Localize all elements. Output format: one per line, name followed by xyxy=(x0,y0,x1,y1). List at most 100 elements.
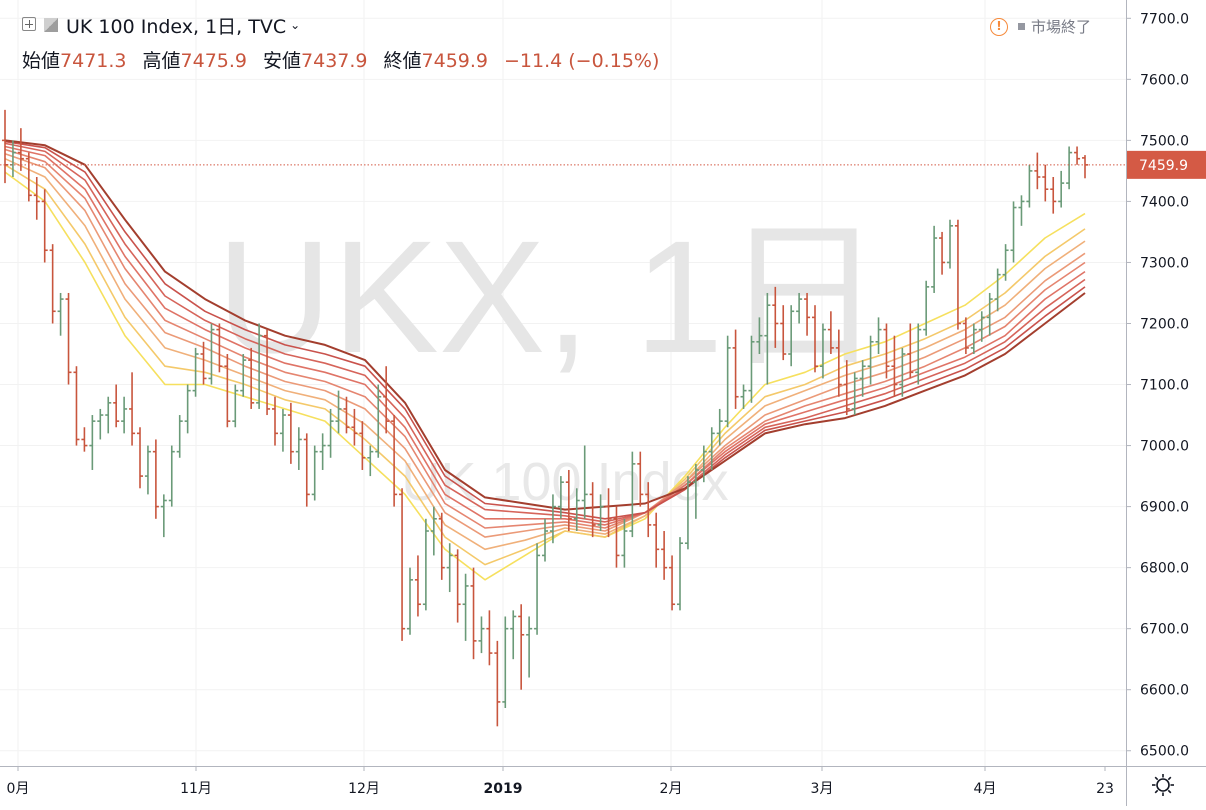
x-tick-label: 23 xyxy=(1096,781,1114,797)
ohlc-bar xyxy=(1018,195,1025,226)
ohlc-bar xyxy=(819,323,826,379)
ohlc-bar xyxy=(137,427,143,489)
ohlc-bar xyxy=(780,305,787,361)
low-value: 7437.9 xyxy=(301,50,368,72)
ohlc-bar xyxy=(486,610,493,666)
ohlc-bar xyxy=(637,451,644,507)
ohlc-bar xyxy=(573,488,580,532)
ohlc-bar xyxy=(939,231,946,275)
y-axis-pane xyxy=(1126,0,1206,806)
ohlc-bar xyxy=(851,372,858,416)
ohlc-bar xyxy=(216,323,223,373)
x-axis-pane xyxy=(0,766,1206,806)
ohlc-bar xyxy=(152,439,159,519)
x-tick-label: 3月 xyxy=(811,781,834,797)
y-tick-label: 7300.0 xyxy=(1140,255,1189,271)
ohlc-bar xyxy=(557,476,564,519)
ohlc-bar xyxy=(1002,244,1009,281)
ohlc-bar xyxy=(407,567,413,635)
ohlc-bar xyxy=(756,317,763,355)
ohlc-bar xyxy=(907,323,914,379)
ohlc-bar xyxy=(1058,170,1065,208)
ohlc-bar xyxy=(875,317,882,355)
x-tick-label: 0月 xyxy=(7,781,30,797)
ohlc-bar xyxy=(264,329,271,416)
y-tick-label: 7200.0 xyxy=(1140,316,1189,332)
market-status[interactable]: ! 市場終了 xyxy=(990,16,1091,37)
ohlc-bar xyxy=(383,366,390,434)
ohlc-bar xyxy=(835,329,842,397)
ohlc-bar xyxy=(621,518,628,568)
y-tick-label: 7500.0 xyxy=(1140,133,1189,149)
ohlc-bar xyxy=(796,292,803,324)
ohlc-bar xyxy=(518,604,525,690)
ohlc-bar xyxy=(105,396,112,434)
ohlc-bar xyxy=(168,445,175,507)
symbol-header[interactable]: UK 100 Index, 1日, TVC ⌄ xyxy=(44,12,300,38)
ohlc-bar xyxy=(367,445,374,477)
ma-line-8 xyxy=(4,140,1086,520)
ohlc-bar xyxy=(81,427,88,452)
ohlc-bar xyxy=(954,219,961,330)
low-label: 安値 xyxy=(263,50,302,72)
ohlc-bar xyxy=(597,494,604,532)
price-change: −11.4 (−0.15%) xyxy=(504,50,660,72)
x-tick-label: 12月 xyxy=(348,781,380,797)
ohlc-bar xyxy=(1074,146,1081,165)
ohlc-bar xyxy=(653,512,660,568)
open-label: 始値 xyxy=(22,50,61,72)
ohlc-bar xyxy=(931,225,938,293)
open-value: 7471.3 xyxy=(60,50,127,72)
ohlc-bar xyxy=(883,323,890,379)
ohlc-bar xyxy=(97,408,104,440)
y-tick-label: 7400.0 xyxy=(1140,194,1189,210)
ohlc-bar xyxy=(208,323,215,385)
warning-icon[interactable]: ! xyxy=(990,17,1008,36)
ohlc-bar xyxy=(1034,152,1041,190)
ohlc-bar xyxy=(454,549,461,623)
ohlc-bar xyxy=(232,384,239,428)
close-value: 7459.9 xyxy=(421,50,488,72)
ohlc-bar xyxy=(502,616,509,709)
ohlc-bar xyxy=(788,305,795,367)
ohlc-bar xyxy=(605,488,612,538)
ohlc-legend: 始値7471.3 高値7475.9 安値7437.9 終値7459.9 −11.4 (−… xyxy=(22,46,659,73)
ohlc-bar xyxy=(359,421,366,470)
ohlc-bar xyxy=(716,408,723,446)
ohlc-bar xyxy=(17,128,24,171)
ohlc-bar xyxy=(899,347,906,397)
ohlc-bar xyxy=(391,415,398,507)
ohlc-bar xyxy=(176,415,183,458)
ohlc-bar xyxy=(351,408,358,446)
ohlc-bar xyxy=(240,354,247,397)
ohlc-bar xyxy=(160,494,167,538)
last-price-tag-label: 7459.9 xyxy=(1139,158,1188,174)
ohlc-bar xyxy=(335,390,342,434)
ohlc-bar xyxy=(41,189,48,263)
chevron-down-icon[interactable]: ⌄ xyxy=(290,18,301,32)
x-tick-label: 2019 xyxy=(484,781,523,797)
status-dot-icon xyxy=(1018,23,1025,30)
ohlc-bar xyxy=(549,494,556,544)
x-tick-label: 2月 xyxy=(660,781,683,797)
high-value: 7475.9 xyxy=(180,50,247,72)
add-symbol-icon[interactable] xyxy=(22,17,36,31)
ohlc-bar xyxy=(287,402,294,464)
ohlc-bar xyxy=(947,219,953,269)
ohlc-bar xyxy=(613,506,620,568)
y-tick-label: 6600.0 xyxy=(1140,683,1189,699)
ohlc-bar xyxy=(962,317,969,355)
ohlc-bar xyxy=(661,531,668,580)
settings-gear-icon[interactable] xyxy=(1150,772,1176,798)
ohlc-bar xyxy=(65,292,72,385)
x-tick-label: 4月 xyxy=(974,781,997,797)
ohlc-bar xyxy=(748,335,755,403)
ohlc-bar xyxy=(1026,164,1033,208)
last-price-tag-bg xyxy=(1127,150,1206,179)
ohlc-bar xyxy=(1010,201,1017,263)
ohlc-bar xyxy=(144,445,151,495)
y-tick-label: 7600.0 xyxy=(1140,72,1189,88)
